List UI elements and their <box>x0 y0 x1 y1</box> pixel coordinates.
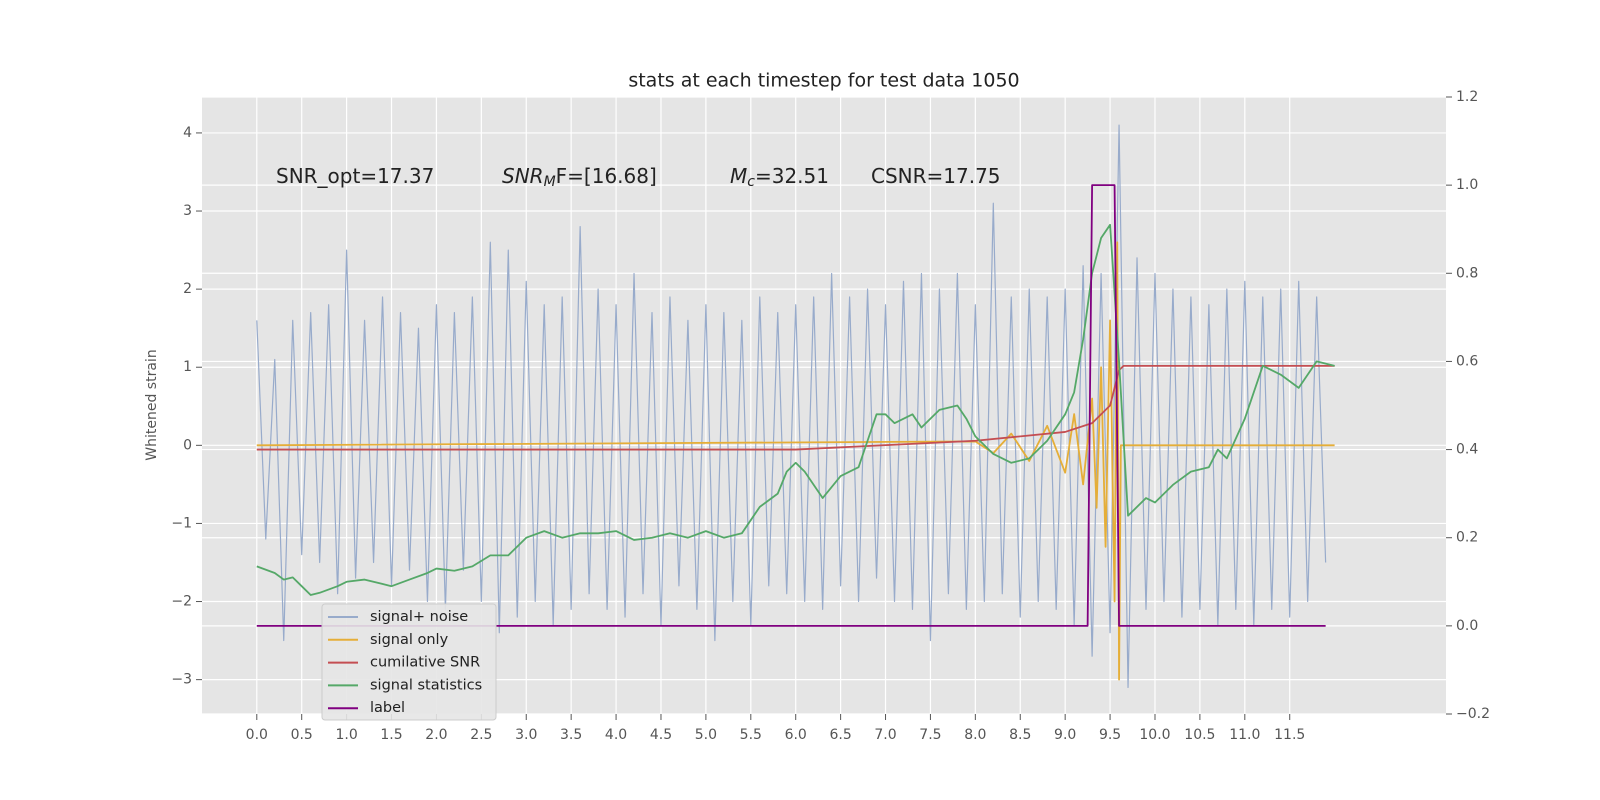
legend-label: label <box>370 700 405 716</box>
legend-label: signal statistics <box>370 677 482 693</box>
annotation-text: SNR_opt=17.37 <box>276 164 434 188</box>
y-tick-label: 1 <box>183 359 192 375</box>
annotation: CSNR=17.75 <box>871 164 1001 188</box>
x-tick-label: 4.0 <box>605 727 627 743</box>
series-line <box>256 184 1326 627</box>
annotation-tail: F=[16.68] <box>556 164 657 188</box>
x-tick-label: 1.0 <box>335 727 357 743</box>
x-tick-label: 2.5 <box>470 727 492 743</box>
x-tick-label: 10.5 <box>1184 727 1215 743</box>
x-tick-label: 6.0 <box>785 727 807 743</box>
y-tick-label: 4 <box>183 125 192 141</box>
y2-tick-label: −0.2 <box>1456 706 1490 722</box>
x-tick-label: 8.0 <box>964 727 986 743</box>
y2-tick-label: 1.2 <box>1456 89 1478 105</box>
y-tick-label: 3 <box>183 203 192 219</box>
annotation-text: M <box>730 164 747 188</box>
annotation: SNRMF=[16.68] <box>502 164 657 191</box>
annotation-tail: =32.51 <box>755 164 829 188</box>
x-tick-label: 3.0 <box>515 727 537 743</box>
y2-tick-label: 0.6 <box>1456 353 1478 369</box>
x-tick-label: 6.5 <box>829 727 851 743</box>
x-tick-label: 11.0 <box>1229 727 1260 743</box>
x-tick-label: 10.0 <box>1139 727 1170 743</box>
series-line <box>256 364 1335 451</box>
annotation: SNR_opt=17.37 <box>276 164 434 188</box>
annotation-sub: M <box>544 174 556 190</box>
y2-tick-label: 0.0 <box>1456 618 1478 634</box>
x-tick-label: 0.0 <box>246 727 268 743</box>
y-tick-label: −1 <box>171 515 192 531</box>
legend-label: signal+ noise <box>370 609 468 625</box>
x-tick-label: 7.0 <box>874 727 896 743</box>
x-tick-label: 5.0 <box>695 727 717 743</box>
legend-box <box>321 603 497 721</box>
x-tick-label: 1.5 <box>380 727 402 743</box>
x-tick-label: 0.5 <box>291 727 313 743</box>
annotation-text: CSNR=17.75 <box>871 164 1001 188</box>
x-tick-label: 8.5 <box>1009 727 1031 743</box>
x-tick-label: 5.5 <box>740 727 762 743</box>
y2-tick-label: 1.0 <box>1456 177 1478 193</box>
series-line <box>256 223 1335 596</box>
y-axis-label: Whitened strain <box>144 349 160 460</box>
y2-tick-label: 0.2 <box>1456 530 1478 546</box>
annotation-text: SNR <box>502 164 544 188</box>
annotation: Mc=32.51 <box>730 164 829 191</box>
x-tick-label: 2.0 <box>425 727 447 743</box>
y2-tick-label: 0.4 <box>1456 442 1478 458</box>
y2-tick-label: 0.8 <box>1456 265 1478 281</box>
x-tick-label: 4.5 <box>650 727 672 743</box>
y-tick-label: −3 <box>171 672 192 688</box>
x-tick-label: 7.5 <box>919 727 941 743</box>
y-tick-label: 2 <box>183 281 192 297</box>
x-tick-label: 3.5 <box>560 727 582 743</box>
legend-label: signal only <box>370 632 449 648</box>
x-tick-label: 9.5 <box>1099 727 1121 743</box>
y-tick-label: −2 <box>171 594 192 610</box>
x-tick-label: 9.0 <box>1054 727 1076 743</box>
legend-label: cumilative SNR <box>370 655 480 671</box>
chart-title: stats at each timestep for test data 105… <box>628 70 1019 92</box>
y-tick-label: 0 <box>183 437 192 453</box>
annotation-sub: c <box>747 174 755 190</box>
x-tick-label: 11.5 <box>1274 727 1305 743</box>
